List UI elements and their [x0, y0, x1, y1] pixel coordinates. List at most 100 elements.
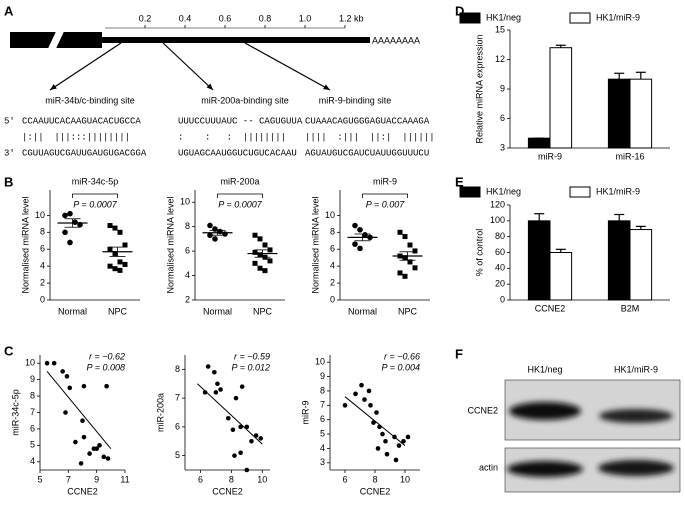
data-point [383, 438, 388, 444]
data-point [72, 219, 78, 225]
bar [607, 78, 631, 149]
data-point [217, 228, 223, 235]
data-point [112, 266, 118, 272]
scale-label: 0.4 [179, 13, 192, 23]
y-tick-label: 8 [175, 364, 180, 374]
data-point [238, 450, 243, 456]
x-tick-label: 10 [400, 474, 410, 484]
gene-break [47, 30, 65, 50]
data-point [107, 246, 113, 252]
y-tick-label: 9 [320, 371, 325, 381]
panel-label: C [4, 343, 14, 358]
y-tick-label: 6 [320, 414, 325, 424]
annotation: P = 0.012 [232, 362, 270, 372]
significance-bracket [217, 193, 263, 198]
data-point [73, 439, 78, 445]
prime-label: 5′ [4, 116, 15, 126]
x-axis-label: CCNE2 [360, 486, 391, 496]
y-tick-label: 8 [40, 227, 45, 237]
data-point [218, 387, 223, 392]
data-point [117, 229, 123, 235]
sequence: CUAAACAGUGGGAGUACCAAAGA [305, 116, 430, 126]
y-tick-label: 3 [320, 457, 325, 467]
x-tick-label: Normal [203, 306, 232, 316]
x-tick-label: 6 [342, 474, 347, 484]
sequence: UGUAGCAAUGGUCUGUCACAAU [178, 148, 297, 158]
data-point [107, 223, 113, 229]
x-tick-label: 10 [257, 474, 267, 484]
y-tick-label: 80 [495, 231, 505, 241]
y-axis-label: % of control [474, 229, 484, 277]
panel-label: F [455, 346, 463, 361]
data-point [357, 226, 363, 233]
bar [527, 220, 551, 301]
prime-label: 3′ [4, 148, 15, 158]
data-point [359, 382, 364, 388]
data-point [375, 446, 381, 451]
data-point [64, 374, 70, 379]
data-point [63, 410, 68, 415]
x-tick-label: CCNE2 [535, 303, 566, 313]
data-point [81, 434, 87, 440]
data-point [352, 222, 358, 229]
y-tick-label: 4 [30, 456, 35, 466]
y-tick-label: 7 [175, 393, 180, 403]
blot-row: actin [479, 462, 498, 472]
y-axis-label: Normalised miRNA level [310, 196, 320, 293]
blot-band [507, 461, 583, 477]
panel-label: E [455, 174, 464, 189]
blot-band [598, 460, 674, 476]
y-tick-label: 0 [330, 294, 335, 304]
y-tick-label: 5 [30, 440, 35, 450]
legend-label: HK1/neg [486, 186, 521, 196]
y-tick-label: 6 [500, 113, 505, 123]
data-point [362, 397, 367, 402]
gene-line [100, 37, 370, 43]
data-point [62, 229, 68, 236]
p-value: P = 0.0007 [218, 199, 262, 209]
blot-row: CCNE2 [467, 405, 498, 415]
p-value: P = 0.007 [366, 199, 405, 209]
data-point [353, 391, 358, 397]
data-point [87, 451, 92, 456]
blot: HK1/neg HK1/miR-9 CCNE2 actin [467, 364, 681, 493]
arrow-head [50, 84, 57, 90]
sequence: |:|| |||:::|||||||| [22, 132, 130, 142]
data-point [258, 436, 264, 441]
data-point [101, 454, 107, 460]
data-point [212, 226, 218, 232]
y-tick-label: 6 [330, 244, 335, 254]
y-axis-label: miR-9 [300, 401, 310, 425]
data-point [233, 395, 239, 401]
panel-label: A [4, 3, 14, 18]
site-arrow [162, 42, 214, 91]
annotation: P = 0.004 [382, 362, 420, 372]
data-point [357, 245, 363, 252]
data-point [407, 259, 413, 265]
blot-column: HK1/miR-9 [614, 364, 658, 374]
y-tick-label: 8 [185, 221, 190, 231]
x-tick-label: miR-16 [615, 151, 644, 161]
y-tick-label: 12 [495, 54, 505, 64]
x-tick-label: 11 [120, 474, 129, 484]
x-tick-label: 5 [37, 474, 42, 484]
x-axis-label: CCNE2 [212, 486, 243, 496]
x-tick-label: miR-9 [538, 151, 562, 161]
data-point [202, 390, 208, 395]
legend-label: HK1/miR-9 [596, 12, 640, 22]
significance-bracket [72, 193, 118, 198]
y-tick-label: 8 [320, 385, 325, 395]
y-tick-label: 4 [330, 261, 335, 271]
data-point [352, 241, 358, 247]
data-point [67, 385, 73, 391]
data-point [257, 236, 263, 242]
data-point [342, 403, 348, 408]
data-point [117, 267, 123, 273]
y-tick-label: 6 [30, 423, 35, 433]
x-tick-label: 8 [229, 474, 234, 484]
data-point [51, 360, 57, 366]
legend-swatch [569, 12, 591, 24]
data-point [97, 443, 102, 448]
y-tick-label: 2 [185, 294, 190, 304]
y-axis-label: Normalised miRNA level [20, 196, 30, 293]
